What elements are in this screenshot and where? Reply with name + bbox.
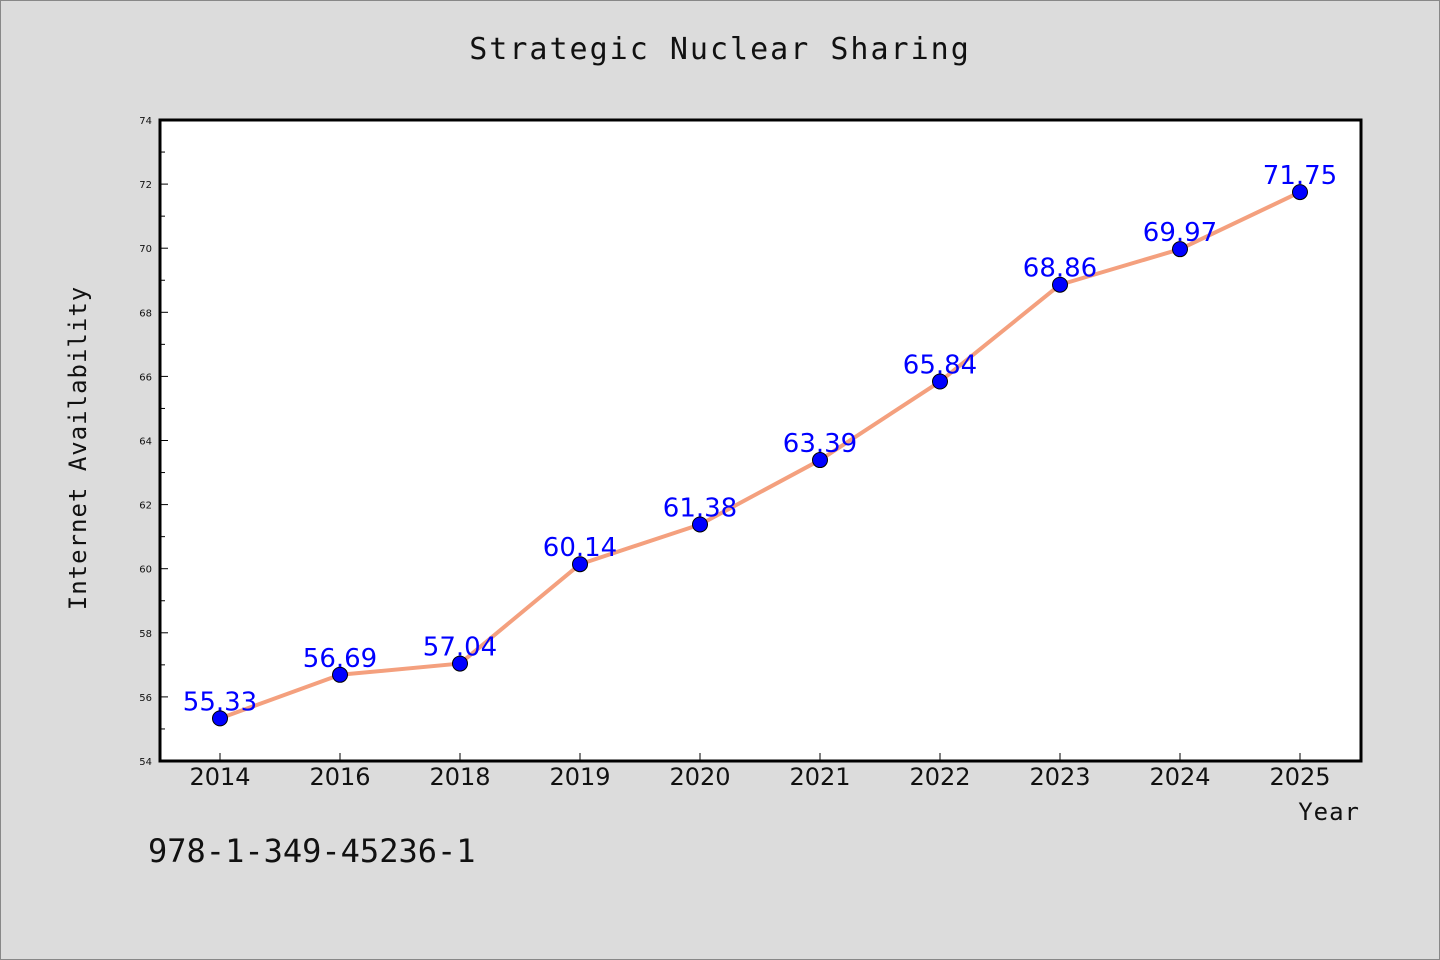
y-tick-label: 62 <box>139 501 152 512</box>
data-point <box>692 516 708 533</box>
y-tick-label: 56 <box>139 693 152 704</box>
data-label: 69.97 <box>1143 218 1217 248</box>
x-axis: 2014 2016 2018 2019 2020 2021 2022 2023 2024 2025 <box>189 753 1331 791</box>
y-tick-label: 70 <box>139 244 152 255</box>
data-label: 71.75 <box>1263 161 1337 191</box>
data-labels: 55.33 56.69 57.04 60.14 61.38 63.39 65.84 68.86… <box>183 161 1337 717</box>
isbn-footnote: 978-1-349-45236-1 <box>148 832 476 870</box>
data-label: 65.84 <box>903 351 977 381</box>
y-tick-label: 64 <box>139 437 152 448</box>
y-tick-label: 72 <box>139 180 152 191</box>
x-tick-label: 2014 <box>189 763 250 791</box>
x-axis-title: Year <box>1298 798 1360 826</box>
chart-title: Strategic Nuclear Sharing <box>469 32 971 67</box>
data-point <box>1052 276 1068 293</box>
data-point <box>452 655 468 672</box>
data-label: 68.86 <box>1023 254 1097 284</box>
y-tick-label: 58 <box>139 629 152 640</box>
series-line <box>219 190 1301 721</box>
y-tick-label: 66 <box>139 372 152 383</box>
y-tick-label: 74 <box>139 116 152 127</box>
data-label: 63.39 <box>783 429 857 459</box>
data-point <box>212 710 228 727</box>
x-tick-label: 2019 <box>549 763 610 791</box>
x-tick-label: 2018 <box>429 763 490 791</box>
x-tick-label: 2016 <box>309 763 370 791</box>
data-point <box>932 373 948 390</box>
data-point <box>332 666 348 683</box>
data-label: 60.14 <box>543 533 617 563</box>
data-label: 57.04 <box>423 633 497 663</box>
y-axis: 54 56 58 60 62 64 66 68 70 72 74 <box>139 116 168 768</box>
x-tick-label: 2024 <box>1149 763 1210 791</box>
x-tick-label: 2020 <box>669 763 730 791</box>
x-tick-label: 2023 <box>1029 763 1090 791</box>
y-tick-label: 68 <box>139 308 152 319</box>
data-label: 56.69 <box>303 644 377 674</box>
x-tick-label: 2021 <box>789 763 850 791</box>
x-tick-label: 2025 <box>1269 763 1330 791</box>
y-axis-title: Internet Availability <box>64 286 92 610</box>
y-tick-label: 60 <box>139 565 152 576</box>
x-tick-label: 2022 <box>909 763 970 791</box>
data-markers <box>212 184 1308 727</box>
data-point <box>812 452 828 469</box>
data-point <box>572 556 588 573</box>
data-point <box>1172 241 1188 258</box>
y-tick-label: 54 <box>139 757 152 768</box>
data-label: 55.33 <box>183 687 257 717</box>
data-label: 61.38 <box>663 493 737 523</box>
plot-area <box>158 118 1363 763</box>
data-point <box>1292 184 1308 201</box>
